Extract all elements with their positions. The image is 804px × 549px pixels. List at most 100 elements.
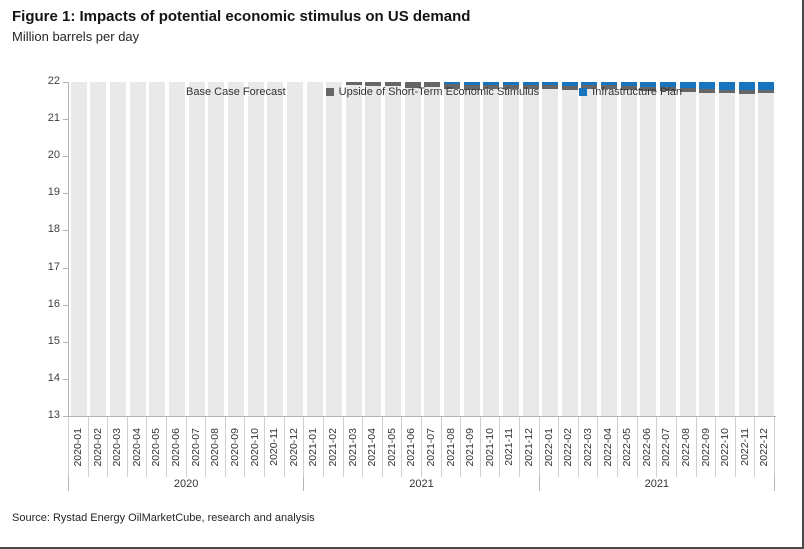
bar-segment-2020-05-series-0 [149,82,166,416]
x-tick-cell-2022-12: 2022-12 [755,417,775,477]
bar-column-2022-04 [599,82,619,416]
bar-segment-2022-09-series-2 [699,82,716,89]
x-tick-cell-2021-08: 2021-08 [442,417,462,477]
bar-segment-2021-03-series-0 [345,84,362,416]
bar-column-2022-11 [737,82,757,416]
bar-segment-2021-02-series-0 [326,82,343,416]
y-tick-label-13: 13 [47,409,60,421]
x-tick-label-2021-09: 2021-09 [464,427,477,467]
bar-column-2020-12 [285,82,305,416]
bar-segment-2022-06-series-1 [640,86,657,91]
x-tick-label-2021-04: 2021-04 [366,427,379,467]
bar-segment-2022-05-series-1 [620,86,637,91]
bar-segment-2022-01-series-2 [542,82,559,86]
x-tick-label-2020-09: 2020-09 [228,427,241,467]
x-tick-cell-2021-10: 2021-10 [481,417,501,477]
y-tick-label-18: 18 [47,223,60,236]
x-tick-cell-2022-10: 2022-10 [716,417,736,477]
y-tick-label-16: 16 [47,297,60,310]
plot-area [68,82,776,417]
bar-column-2022-03 [580,81,600,416]
bar-segment-2021-12-series-0 [522,89,539,416]
y-tick-label-17: 17 [47,260,60,273]
x-tick-label-2022-09: 2022-09 [699,427,712,467]
bar-segment-2022-07-series-0 [660,90,677,416]
bar-segment-2021-05-series-0 [385,86,402,416]
x-tick-cell-2022-05: 2022-05 [618,417,638,477]
bar-column-2022-07 [658,82,678,416]
bar-column-2020-03 [108,82,128,416]
x-tick-label-2020-03: 2020-03 [111,427,124,467]
bar-segment-2022-04-series-0 [601,89,618,416]
bar-segment-2022-02-series-1 [561,86,578,91]
bar-segment-2021-08-series-1 [443,84,460,90]
bar-segment-2021-09-series-0 [463,89,480,416]
x-tick-label-2020-12: 2020-12 [287,427,300,467]
bar-segment-2022-06-series-0 [640,90,657,416]
y-tick-mark-20 [63,156,68,158]
x-tick-cell-2020-10: 2020-10 [245,417,266,477]
bar-segment-2022-11-series-1 [738,90,755,94]
x-tick-label-2020-11: 2020-11 [268,428,281,466]
bar-segment-2022-07-series-2 [660,82,677,87]
source-note: Source: Rystad Energy OilMarketCube, res… [12,512,315,524]
bar-segment-2020-04-series-0 [129,82,146,416]
x-tick-label-2022-03: 2022-03 [581,427,594,467]
y-tick-mark-19 [63,193,68,195]
bar-segment-2021-04-series-1 [365,82,382,86]
x-tick-label-2021-01: 2021-01 [307,427,320,467]
x-tick-cell-2020-12: 2020-12 [285,417,305,477]
bar-segment-2022-04-series-1 [601,85,618,90]
x-tick-label-2021-12: 2021-12 [523,427,536,467]
bar-column-2021-12 [521,82,541,416]
bar-segment-2020-01-series-0 [70,82,87,416]
x-tick-label-2021-03: 2021-03 [346,427,359,467]
x-tick-cell-2020-08: 2020-08 [206,417,226,477]
bar-segment-2022-12-series-1 [758,90,775,94]
x-tick-cell-2021-09: 2021-09 [461,417,481,477]
bar-column-2021-05 [383,82,403,416]
x-tick-label-2021-10: 2021-10 [483,427,496,467]
x-tick-label-2021-08: 2021-08 [444,427,457,467]
bar-segment-2021-07-series-1 [424,82,441,88]
bar-segment-2021-06-series-0 [404,88,421,416]
x-tick-label-2022-11: 2022-11 [738,428,751,466]
bar-segment-2021-06-series-1 [404,82,421,89]
x-tick-label-2020-07: 2020-07 [189,427,202,467]
x-tick-cell-2021-11: 2021-11 [500,417,521,477]
x-tick-cell-2020-09: 2020-09 [226,417,246,477]
bar-segment-2022-01-series-0 [542,89,559,416]
y-tick-mark-13 [63,416,68,417]
bar-segment-2021-01-series-0 [306,82,323,416]
x-tick-cell-2020-03: 2020-03 [108,417,128,477]
y-tick-label-21: 21 [47,112,60,125]
bar-segment-2022-05-series-0 [620,90,637,416]
bar-series-container [69,81,776,416]
bar-segment-2021-08-series-2 [443,82,460,85]
x-tick-cell-2022-11: 2022-11 [736,417,756,477]
bar-segment-2022-08-series-2 [679,82,696,89]
x-tick-label-2022-12: 2022-12 [758,427,771,467]
x-tick-label-2020-04: 2020-04 [130,427,143,467]
bar-segment-2021-04-series-0 [365,85,382,416]
y-tick-mark-17 [63,267,68,269]
bar-segment-2021-03-series-1 [345,82,362,85]
bar-column-2022-12 [756,81,776,416]
x-tick-label-2022-06: 2022-06 [640,427,653,467]
bar-segment-2022-02-series-2 [561,81,578,87]
bar-segment-2020-06-series-0 [169,82,186,416]
legend-item-base-case: Base Case Forecast [173,86,286,98]
bar-segment-2020-12-series-0 [286,82,303,416]
bar-segment-2020-09-series-0 [227,82,244,416]
x-tick-label-2022-08: 2022-08 [679,427,692,467]
bar-column-2020-07 [187,82,207,416]
x-tick-cell-2020-06: 2020-06 [167,417,187,477]
x-tick-cell-2020-01: 2020-01 [68,417,89,477]
bar-segment-2022-11-series-2 [738,82,755,90]
bar-column-2022-01 [540,82,560,416]
bar-segment-2022-10-series-0 [718,93,735,416]
x-tick-cell-2020-02: 2020-02 [89,417,109,477]
bar-segment-2020-10-series-0 [247,82,264,416]
x-tick-label-2020-02: 2020-02 [91,427,104,467]
x-tick-label-2022-04: 2022-04 [601,427,614,467]
